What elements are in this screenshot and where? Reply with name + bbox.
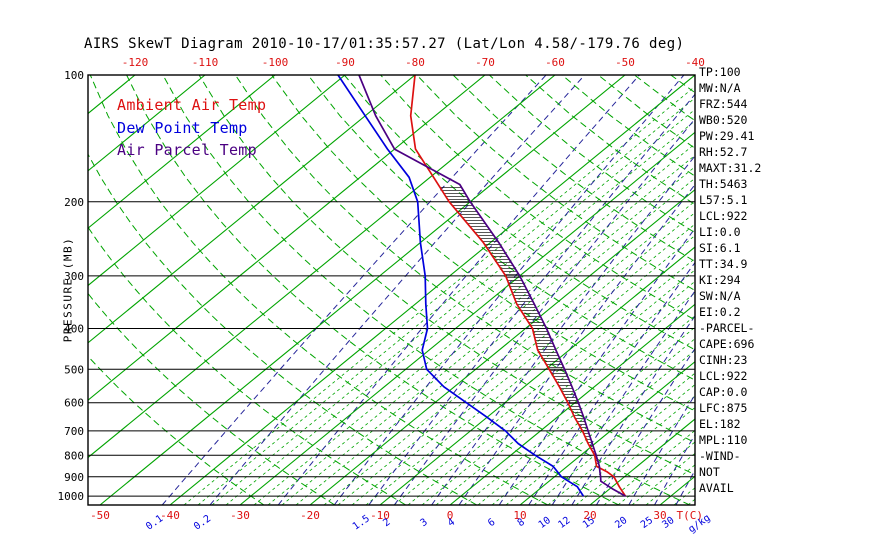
legend-air-parcel-temp: Air Parcel Temp [117,141,257,159]
stats-line: MPL:110 [699,433,748,447]
pressure-tick-label: 500 [64,363,84,376]
stats-line: TP:100 [699,65,741,79]
stats-line: AVAIL [699,481,734,495]
mixing-ratio-tick-label: 3 [419,517,430,529]
legend-dew-point-temp: Dew Point Temp [117,119,248,137]
stats-line: -PARCEL- [699,321,755,335]
mixing-ratio-tick-label: 20 [613,515,629,531]
stats-line: TT:34.9 [699,257,748,271]
bottom-temp-tick-label: 30 [653,509,666,522]
top-temp-tick-label: -60 [545,56,565,69]
stats-line: NOT [699,465,720,479]
pressure-tick-label: 1000 [58,490,85,503]
bottom-temp-tick-label: -40 [160,509,180,522]
ambient-temp-curve [409,75,627,497]
stats-line: LCL:922 [699,209,748,223]
stats-line: CAPE:696 [699,337,755,351]
stats-line: SI:6.1 [699,241,741,255]
stats-line: FRZ:544 [699,97,748,111]
sounding-stats-panel: TP:100 MW:N/A FRZ:544 WB0:520 PW:29.41 RH:52.… [699,64,761,496]
top-temp-tick-label: -80 [405,56,425,69]
top-temp-tick-label: -40 [685,56,705,69]
mixing-ratio-tick-label: 12 [556,515,572,531]
stats-line: L57:5.1 [699,193,748,207]
stats-line: CINH:23 [699,353,748,367]
pressure-gridlines [88,75,695,497]
stats-line: MW:N/A [699,81,741,95]
minor-isotherm-grid [183,85,695,505]
pressure-tick-label: 100 [64,69,84,82]
stats-line: LCL:922 [699,369,748,383]
mixing-ratio-tick-label: 4 [446,517,457,529]
mixing-ratio-tick-label: 1.5 [351,513,372,532]
stats-line: EI:0.2 [699,305,741,319]
bottom-temp-tick-label: 0 [447,509,454,522]
stats-line: PW:29.41 [699,129,755,143]
legend-ambient-air-temp: Ambient Air Temp [117,96,267,114]
stats-line: CAP:0.0 [699,385,748,399]
mixing-ratio-tick-label: 2 [381,517,392,529]
top-temp-tick-label: -50 [615,56,635,69]
pressure-axis-title: PRESSURE (MB) [61,236,75,343]
plot-border [87,74,696,506]
bottom-temp-tick-label: 20 [583,509,596,522]
mixing-ratio-tick-label: 8 [516,517,527,529]
isotherm-grid [88,75,695,505]
mixing-ratio-tick-label: 6 [486,517,497,529]
temp-unit-label: T(C) [677,509,704,522]
stats-line: RH:52.7 [699,145,748,159]
top-temp-tick-label: -120 [122,56,149,69]
pressure-tick-label: 300 [64,270,84,283]
top-temp-tick-label: -100 [262,56,289,69]
bottom-temp-tick-label: -30 [230,509,250,522]
stats-line: TH:5463 [699,177,748,191]
bottom-temp-tick-label: -10 [370,509,390,522]
chart-title: AIRS SkewT Diagram 2010-10-17/01:35:57.2… [84,36,685,52]
stats-line: WB0:520 [699,113,748,127]
dewpoint-temp-curve [337,75,585,497]
pressure-tick-label: 200 [64,196,84,209]
mixing-ratio-tick-label: 0.2 [192,513,213,532]
stats-line: MAXT:31.2 [699,161,762,175]
pressure-tick-label: 900 [64,471,84,484]
top-temp-tick-label: -90 [335,56,355,69]
top-temp-tick-label: -70 [475,56,495,69]
pressure-tick-label: 400 [64,323,84,336]
parcel-temp-curve [358,75,626,497]
pressure-tick-label: 600 [64,397,84,410]
sounding-curves [337,75,627,497]
stats-line: EL:182 [699,417,741,431]
mixing-ratio-tick-label: 10 [537,515,553,531]
stats-line: LI:0.0 [699,225,741,239]
cape-hatch-area [438,185,600,467]
top-temp-tick-label: -110 [192,56,219,69]
stats-line: LFC:875 [699,401,748,415]
pressure-tick-label: 800 [64,449,84,462]
bottom-temp-tick-label: -20 [300,509,320,522]
bottom-temp-tick-label: -50 [90,509,110,522]
stats-line: -WIND- [699,449,741,463]
bottom-temp-tick-label: 10 [513,509,526,522]
stats-line: SW:N/A [699,289,741,303]
stats-line: KI:294 [699,273,741,287]
pressure-tick-label: 700 [64,425,84,438]
